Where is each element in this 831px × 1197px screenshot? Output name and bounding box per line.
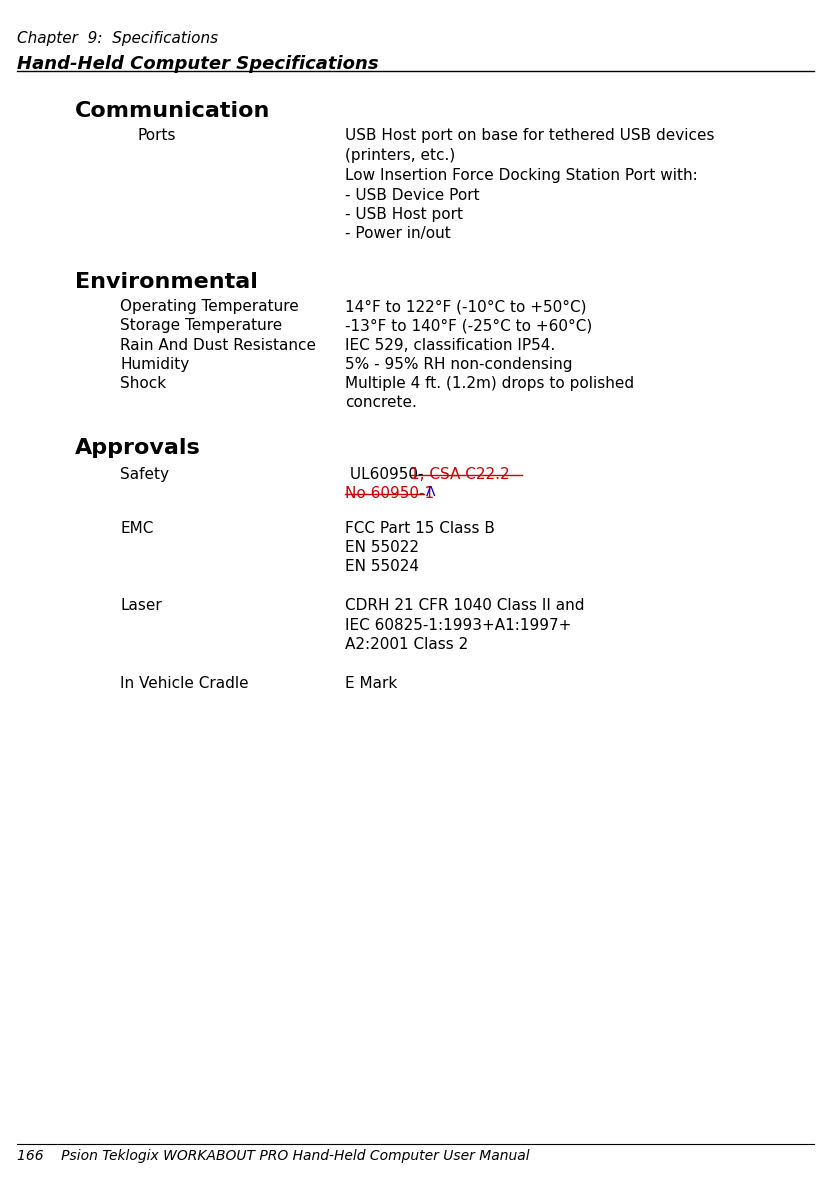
- Text: No 60950-1: No 60950-1: [345, 486, 434, 502]
- Text: Ports: Ports: [137, 128, 175, 144]
- Text: Safety: Safety: [120, 467, 170, 482]
- Text: Operating Temperature: Operating Temperature: [120, 299, 299, 315]
- Text: FCC Part 15 Class B: FCC Part 15 Class B: [345, 521, 494, 536]
- Text: 1, CSA C22.2: 1, CSA C22.2: [410, 467, 509, 482]
- Text: - USB Host port: - USB Host port: [345, 207, 463, 223]
- Text: Hand-Held Computer Specifications: Hand-Held Computer Specifications: [17, 55, 378, 73]
- Text: USB Host port on base for tethered USB devices: USB Host port on base for tethered USB d…: [345, 128, 715, 144]
- Text: In Vehicle Cradle: In Vehicle Cradle: [120, 676, 249, 692]
- Text: Shock: Shock: [120, 376, 167, 391]
- Text: IEC 529, classification IP54.: IEC 529, classification IP54.: [345, 338, 555, 353]
- Text: concrete.: concrete.: [345, 395, 416, 411]
- Text: Environmental: Environmental: [75, 272, 258, 292]
- Text: IEC 60825-1:1993+A1:1997+: IEC 60825-1:1993+A1:1997+: [345, 618, 571, 633]
- Text: E Mark: E Mark: [345, 676, 397, 692]
- Text: Multiple 4 ft. (1.2m) drops to polished: Multiple 4 ft. (1.2m) drops to polished: [345, 376, 634, 391]
- Text: 14°F to 122°F (-10°C to +50°C): 14°F to 122°F (-10°C to +50°C): [345, 299, 587, 315]
- Text: (printers, etc.): (printers, etc.): [345, 148, 455, 164]
- Text: Rain And Dust Resistance: Rain And Dust Resistance: [120, 338, 317, 353]
- Text: Chapter  9:  Specifications: Chapter 9: Specifications: [17, 31, 218, 47]
- Text: 166    Psion Teklogix WORKABOUT PRO Hand-Held Computer User Manual: 166 Psion Teklogix WORKABOUT PRO Hand-He…: [17, 1149, 529, 1163]
- Text: CDRH 21 CFR 1040 Class II and: CDRH 21 CFR 1040 Class II and: [345, 598, 584, 614]
- Text: - Power in/out: - Power in/out: [345, 226, 450, 242]
- Text: EN 55022: EN 55022: [345, 540, 419, 555]
- Text: -13°F to 140°F (-25°C to +60°C): -13°F to 140°F (-25°C to +60°C): [345, 318, 593, 334]
- Text: UL60950-: UL60950-: [345, 467, 423, 482]
- Text: Low Insertion Force Docking Station Port with:: Low Insertion Force Docking Station Port…: [345, 168, 697, 183]
- Text: - USB Device Port: - USB Device Port: [345, 188, 479, 203]
- Text: Humidity: Humidity: [120, 357, 189, 372]
- Text: Storage Temperature: Storage Temperature: [120, 318, 283, 334]
- Text: Communication: Communication: [75, 101, 270, 121]
- Text: EN 55024: EN 55024: [345, 559, 419, 575]
- Text: EMC: EMC: [120, 521, 154, 536]
- Text: Λ: Λ: [425, 485, 435, 499]
- Text: A2:2001 Class 2: A2:2001 Class 2: [345, 637, 468, 652]
- Text: 5% - 95% RH non-condensing: 5% - 95% RH non-condensing: [345, 357, 573, 372]
- Text: Laser: Laser: [120, 598, 162, 614]
- Text: Approvals: Approvals: [75, 438, 200, 458]
